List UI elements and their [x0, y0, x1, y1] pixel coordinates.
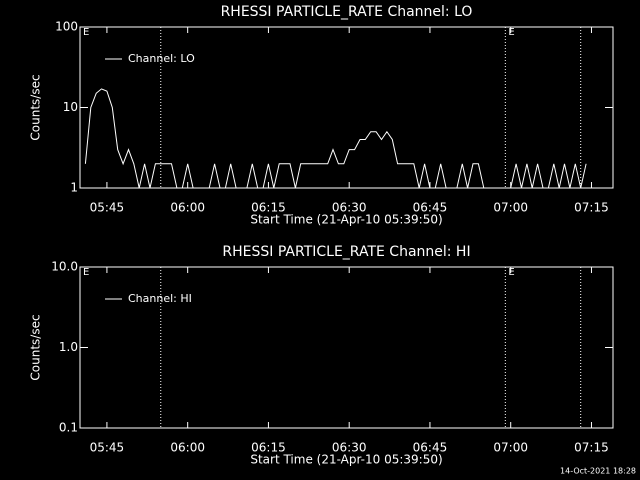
x-axis-label: Start Time (21-Apr-10 05:39:50): [250, 213, 442, 227]
x-tick-label: 06:15: [251, 441, 286, 455]
annotation: E: [83, 27, 89, 38]
y-tick-label: 10.0: [51, 260, 78, 274]
x-tick-label: 05:45: [90, 441, 125, 455]
y-tick-label: 1.0: [59, 340, 78, 354]
legend-label: Channel: LO: [128, 52, 195, 65]
x-tick-label: 06:30: [332, 201, 367, 215]
x-tick-label: 06:00: [170, 441, 205, 455]
chart-title: RHESSI PARTICLE_RATE Channel: HI: [222, 244, 470, 260]
y-tick-label: 100: [55, 20, 78, 34]
x-tick-label: 06:15: [251, 201, 286, 215]
annotation: E: [83, 267, 89, 278]
x-tick-label: 06:45: [413, 441, 448, 455]
x-tick-label: 07:15: [574, 201, 609, 215]
x-tick-label: 07:00: [493, 201, 528, 215]
x-tick-label: 06:45: [413, 201, 448, 215]
x-tick-label: 07:15: [574, 441, 609, 455]
x-tick-label: 07:00: [493, 441, 528, 455]
legend-label: Channel: HI: [128, 292, 192, 305]
x-tick-label: 05:45: [90, 201, 125, 215]
x-axis-label: Start Time (21-Apr-10 05:39:50): [250, 453, 442, 467]
y-axis-label: Counts/sec: [29, 314, 43, 380]
x-tick-label: 06:00: [170, 201, 205, 215]
annotation: E: [508, 27, 514, 38]
y-axis-label: Counts/sec: [29, 74, 43, 140]
footer: 14-Oct-2021 18:28: [560, 467, 636, 476]
data-line: [84, 88, 587, 189]
chart-title: RHESSI PARTICLE_RATE Channel: LO: [221, 4, 473, 20]
y-tick-label: 1: [70, 181, 78, 195]
x-tick-label: 06:30: [332, 441, 367, 455]
annotation: E: [508, 267, 514, 278]
y-tick-label: 10: [63, 100, 78, 114]
y-tick-label: 0.1: [59, 421, 78, 435]
